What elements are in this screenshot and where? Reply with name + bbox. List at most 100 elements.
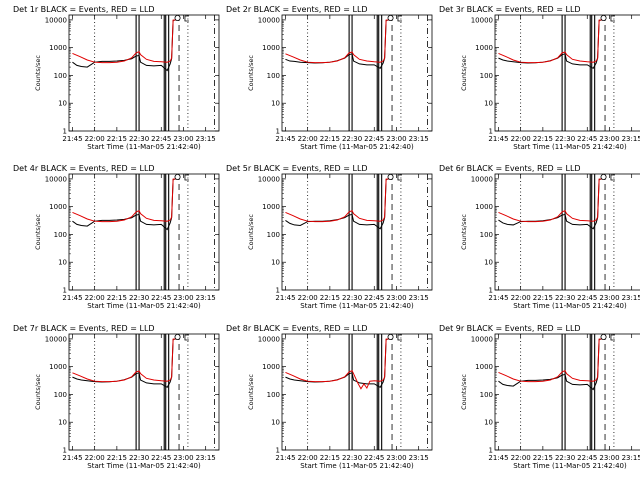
x-tick-label: 22:45 [151,294,171,302]
plot-frame [494,333,640,451]
lld-series-line [498,338,603,383]
panel-det-8: Det 8r BLACK = Events, RED = LLD 1 10 100 10… [226,324,433,470]
y-tick-label: 10 [58,419,67,427]
x-tick-label: 23:15 [622,454,640,462]
y-tick-label: 1000 [475,203,493,211]
x-tick-label: 22:00 [85,135,105,143]
lld-series-line [72,178,177,223]
saturation-marker-circle [600,173,607,180]
y-tick-label: 10 [58,259,67,267]
saturation-marker-circle [600,14,607,21]
saturation-marker-circle [174,173,181,180]
x-tick-label: 23:00 [173,454,193,462]
plot-frame [68,333,220,451]
y-axis-label: Counts/sec [460,374,468,410]
y-tick-label: 10000 [45,175,67,183]
x-tick-label: 22:00 [511,135,531,143]
x-tick-label: 23:15 [409,294,429,302]
events-series-line [285,338,390,389]
events-series-line [72,19,177,72]
events-series-line [498,19,603,70]
x-tick-label: 22:45 [364,294,384,302]
y-tick-label: 1 [276,128,280,136]
x-tick-label: 22:30 [129,294,149,302]
x-tick-label: 22:00 [298,135,318,143]
x-tick-label: 22:00 [298,294,318,302]
x-axis-label: Start Time (11-Mar-05 21:42:40) [300,462,414,470]
panel-det-1: Det 1r BLACK = Events, RED = LLD 1 10 100 10… [13,5,220,151]
x-axis-label: Start Time (11-Mar-05 21:42:40) [513,462,627,470]
saturation-marker-circle [174,333,181,340]
x-tick-label: 22:15 [533,135,553,143]
x-tick-label: 23:15 [196,294,216,302]
y-tick-label: 1 [63,447,67,455]
x-tick-label: 23:15 [196,454,216,462]
x-tick-label: 22:00 [85,454,105,462]
y-tick-label: 1000 [49,363,67,371]
x-tick-label: 22:15 [320,294,340,302]
x-tick-label: 23:00 [599,135,619,143]
lld-series-line [72,19,177,64]
x-tick-label: 23:00 [386,294,406,302]
plot-frame [494,14,640,132]
y-axis-label: Counts/sec [247,55,255,91]
x-tick-label: 23:15 [409,454,429,462]
y-tick-label: 10000 [471,16,493,24]
plot-frame [281,173,433,291]
saturation-marker-bracket [184,15,189,22]
x-tick-label: 23:00 [599,294,619,302]
x-tick-label: 22:00 [85,294,105,302]
y-tick-label: 1 [63,287,67,295]
y-tick-label: 1 [63,128,67,136]
saturation-marker-bracket [610,334,615,341]
x-tick-label: 22:15 [107,454,127,462]
panel-det-7: Det 7r BLACK = Events, RED = LLD 1 10 100 10… [13,324,220,470]
x-tick-label: 22:30 [129,454,149,462]
y-tick-label: 1 [276,447,280,455]
saturation-marker-circle [387,14,394,21]
x-axis-label: Start Time (11-Mar-05 21:42:40) [513,302,627,310]
plot-frame [68,14,220,132]
y-tick-label: 10000 [45,16,67,24]
x-tick-label: 22:15 [320,454,340,462]
events-series-line [285,178,390,230]
saturation-marker-bracket [610,15,615,22]
y-tick-label: 100 [267,231,280,239]
y-tick-label: 10000 [258,335,280,343]
panel-det-9: Det 9r BLACK = Events, RED = LLD 1 10 100 10… [439,324,640,470]
saturation-marker-circle [600,333,607,340]
panel-title: Det 7r BLACK = Events, RED = LLD [13,324,155,333]
x-tick-label: 23:15 [622,135,640,143]
y-tick-label: 100 [267,72,280,80]
plot-frame [68,173,220,291]
y-axis-label: Counts/sec [34,374,42,410]
panel-title: Det 4r BLACK = Events, RED = LLD [13,164,155,173]
x-tick-label: 22:45 [364,135,384,143]
y-tick-label: 10 [484,419,493,427]
x-tick-label: 23:15 [622,294,640,302]
x-tick-label: 22:45 [577,135,597,143]
x-tick-label: 22:15 [320,135,340,143]
y-tick-label: 1 [276,287,280,295]
x-tick-label: 21:45 [62,454,82,462]
x-tick-label: 23:00 [386,454,406,462]
y-tick-label: 10000 [258,16,280,24]
y-tick-label: 100 [54,231,67,239]
y-tick-label: 100 [480,231,493,239]
x-axis-label: Start Time (11-Mar-05 21:42:40) [513,143,627,151]
x-tick-label: 22:15 [533,454,553,462]
lld-series-line [498,19,603,64]
x-tick-label: 22:00 [511,454,531,462]
x-tick-label: 22:00 [511,294,531,302]
panel-det-2: Det 2r BLACK = Events, RED = LLD 1 10 100 10… [226,5,433,151]
saturation-marker-bracket [397,15,402,22]
x-tick-label: 21:45 [488,135,508,143]
lld-series-line [285,19,390,64]
x-tick-label: 23:15 [409,135,429,143]
panel-det-6: Det 6r BLACK = Events, RED = LLD 1 10 100 10… [439,164,640,310]
y-tick-label: 1 [489,287,493,295]
panel-title: Det 3r BLACK = Events, RED = LLD [439,5,581,14]
events-series-line [72,178,177,231]
y-tick-label: 100 [480,72,493,80]
